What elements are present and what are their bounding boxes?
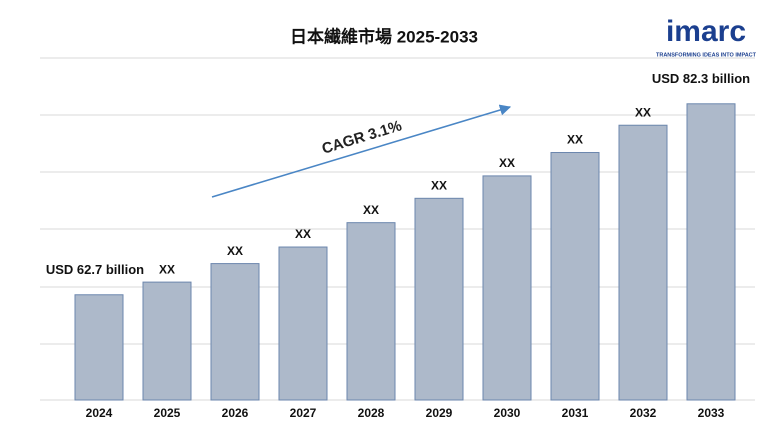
trend-arrow (211, 104, 512, 198)
value-label: USD 82.3 billion (652, 71, 750, 86)
value-label: XX (227, 244, 243, 258)
value-label: XX (431, 178, 447, 192)
chart-title: 日本繊維市場 2025-2033 (290, 26, 478, 46)
x-tick-label: 2031 (562, 406, 589, 420)
bar (686, 103, 736, 401)
value-label: XX (295, 227, 311, 241)
bar (346, 222, 396, 401)
bar (142, 281, 192, 401)
value-label: XX (499, 156, 515, 170)
bar (550, 152, 600, 401)
x-tick-label: 2028 (358, 406, 385, 420)
x-tick-label: 2029 (426, 406, 453, 420)
value-label: XX (567, 133, 583, 147)
x-tick-label: 2032 (630, 406, 657, 420)
x-tick-label: 2026 (222, 406, 249, 420)
bar (618, 124, 668, 401)
x-tick-label: 2033 (698, 406, 725, 420)
logo-name: imarc (666, 15, 746, 48)
x-tick-label: 2030 (494, 406, 521, 420)
x-tick-label: 2024 (86, 406, 113, 420)
value-label: XX (363, 203, 379, 217)
value-label: XX (635, 105, 651, 119)
value-label: XX (159, 262, 175, 276)
bar (482, 175, 532, 401)
bar (278, 246, 328, 401)
bar (414, 197, 464, 401)
bar (210, 263, 260, 401)
bar (74, 294, 124, 401)
logo-tagline: TRANSFORMING IDEAS INTO IMPACT (656, 52, 757, 58)
value-label: USD 62.7 billion (46, 262, 144, 277)
x-tick-label: 2027 (290, 406, 317, 420)
x-tick-label: 2025 (154, 406, 181, 420)
